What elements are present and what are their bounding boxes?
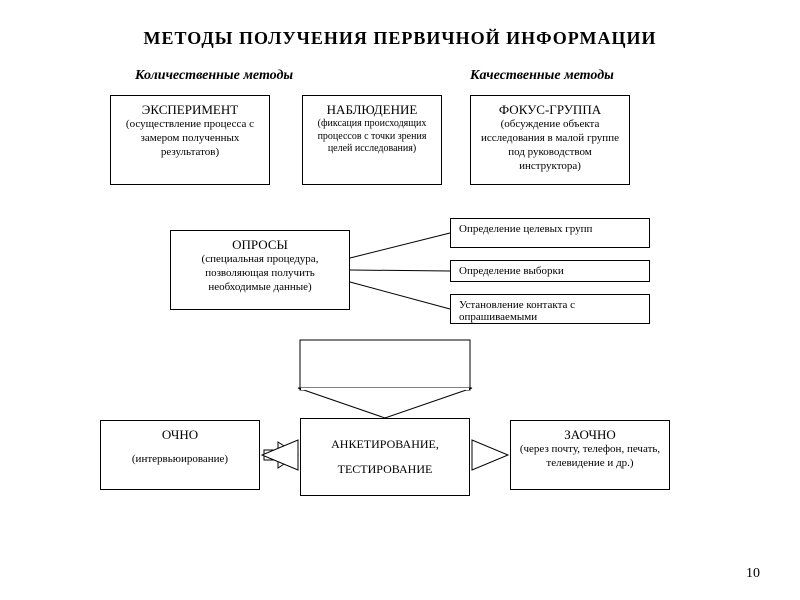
- box-focus-sub: (обсуждение объекта исследования в малой…: [477, 118, 623, 173]
- box-step-a: Определение целевых групп: [450, 218, 650, 248]
- box-survey-sub: (специальная процедура, позволяющая полу…: [177, 253, 343, 294]
- diagram-canvas: МЕТОДЫ ПОЛУЧЕНИЯ ПЕРВИЧНОЙ ИНФОРМАЦИИ Ко…: [0, 0, 800, 600]
- box-observation-head: НАБЛЮДЕНИЕ: [309, 102, 435, 118]
- box-zaochno-sub: (через почту, телефон, печать, телевиден…: [517, 443, 663, 471]
- box-step-b: Определение выборки: [450, 260, 650, 282]
- box-experiment-sub: (осуществление процесса с замером получе…: [117, 118, 263, 159]
- box-center-l1: АНКЕТИРОВАНИЕ,: [307, 437, 463, 452]
- box-observation: НАБЛЮДЕНИЕ (фиксация происходящих процес…: [302, 95, 442, 185]
- box-survey: ОПРОСЫ (специальная процедура, позволяющ…: [170, 230, 350, 310]
- box-zaochno-head: ЗАОЧНО: [517, 427, 663, 443]
- box-experiment: ЭКСПЕРИМЕНТ (осуществление процесса с за…: [110, 95, 270, 185]
- box-ochno-sub: (интервьюирование): [107, 453, 253, 467]
- box-ochno: ОЧНО (интервьюирование): [100, 420, 260, 490]
- box-zaochno: ЗАОЧНО (через почту, телефон, печать, те…: [510, 420, 670, 490]
- box-ochno-head: ОЧНО: [107, 427, 253, 443]
- box-focus: ФОКУС-ГРУППА (обсуждение объекта исследо…: [470, 95, 630, 185]
- box-center-l2: ТЕСТИРОВАНИЕ: [307, 462, 463, 477]
- page-number: 10: [746, 566, 760, 582]
- box-step-c: Установление контакта с опрашиваемыми: [450, 294, 650, 324]
- box-observation-sub: (фиксация происходящих процессов с точки…: [309, 118, 435, 156]
- box-focus-head: ФОКУС-ГРУППА: [477, 102, 623, 118]
- subheader-left: Количественные методы: [135, 68, 293, 84]
- page-title: МЕТОДЫ ПОЛУЧЕНИЯ ПЕРВИЧНОЙ ИНФОРМАЦИИ: [0, 28, 800, 49]
- box-experiment-head: ЭКСПЕРИМЕНТ: [117, 102, 263, 118]
- subheader-right: Качественные методы: [470, 68, 614, 84]
- box-survey-head: ОПРОСЫ: [177, 237, 343, 253]
- box-center: АНКЕТИРОВАНИЕ, ТЕСТИРОВАНИЕ: [300, 418, 470, 496]
- connectors-svg: [0, 0, 800, 600]
